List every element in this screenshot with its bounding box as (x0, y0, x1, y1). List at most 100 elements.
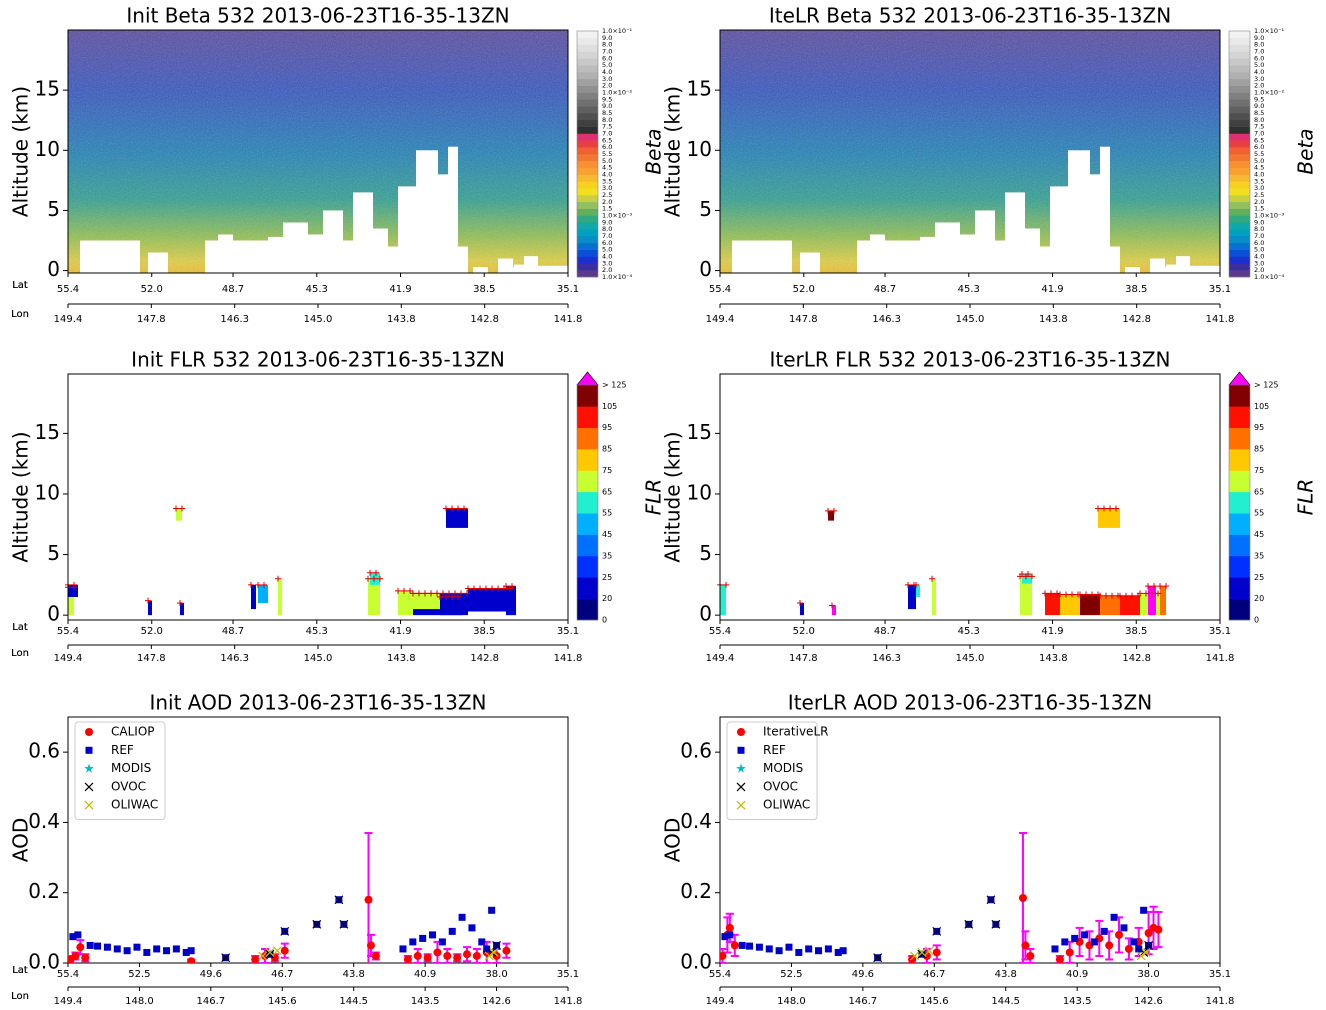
x-tick-label: 35.1 (1209, 626, 1231, 637)
y-axis-label: Altitude (km) (661, 86, 685, 217)
cloud-top-marker (377, 575, 383, 582)
no-data-region (1150, 258, 1165, 273)
colorbar-segment (577, 65, 598, 73)
cloud-top-marker (1151, 583, 1157, 590)
lon-tick-label: 146.7 (849, 996, 878, 1007)
colorbar-tick-label: 85 (602, 445, 612, 454)
flr-patch (68, 584, 78, 597)
point (483, 945, 491, 953)
flr-patch (1080, 594, 1100, 616)
no-data-region (448, 146, 458, 273)
lon-tick-label: 143.8 (1039, 653, 1068, 664)
point (1100, 927, 1108, 935)
colorbar-segment (577, 119, 598, 127)
colorbar-tick-label: 8.5 (1254, 109, 1264, 117)
no-data-region (233, 240, 268, 273)
point (815, 947, 823, 955)
x-tick-label: 45.3 (306, 626, 328, 637)
colorbar-segment (1229, 555, 1250, 578)
point (746, 942, 754, 950)
cloud-top-marker (1042, 590, 1048, 597)
no-data-region (283, 222, 308, 273)
colorbar-label: FLR (1294, 479, 1318, 516)
flr-patch (1060, 594, 1080, 616)
point (1136, 951, 1146, 961)
no-data-region (995, 240, 1007, 273)
lon-tick-label: 143.8 (387, 653, 416, 664)
colorbar-segment (577, 385, 598, 407)
colorbar-tick-label: 2.0 (602, 266, 612, 274)
colorbar-segment (1229, 427, 1250, 450)
cloud-top-marker (461, 505, 467, 512)
colorbar-segment (577, 37, 598, 45)
panel: Init Beta 532 2013-06-23T16-35-13ZN Altit… (9, 4, 666, 326)
point (910, 951, 920, 961)
x-tick-label: 55.4 (709, 626, 731, 637)
colorbar-tick-label: 8.0 (1254, 41, 1264, 49)
no-data-region (857, 240, 870, 273)
no-data-region (598, 144, 636, 273)
cloud-top-marker (1149, 590, 1155, 597)
colorbar-tick-label: 65 (602, 487, 612, 496)
no-data-region (1025, 228, 1040, 273)
point (438, 938, 446, 946)
x-tick-label: 41.9 (1041, 626, 1063, 637)
axes-frame (67, 373, 569, 621)
x-tick-label: 52.0 (141, 626, 163, 637)
x-tick-label: 40.9 (414, 969, 436, 980)
colorbar-segment (577, 174, 598, 182)
cloud-top-marker (1029, 573, 1035, 580)
lon-axis-label: Lon (11, 309, 29, 320)
point (187, 957, 196, 963)
legend-label: OLIWAC (111, 798, 158, 812)
colorbar-segment (1229, 491, 1250, 514)
no-data-region (514, 264, 524, 273)
point (839, 947, 847, 955)
lon-axis-label: Lon (11, 991, 29, 1002)
chart-title: Init Beta 532 2013-06-23T16-35-13ZN (126, 4, 509, 28)
point (468, 924, 476, 932)
colorbar-tick-label: 105 (1254, 402, 1269, 411)
y-tick-label: 0 (699, 257, 712, 281)
x-axis-label: Lat (12, 622, 28, 633)
y-tick-label: 0.4 (680, 809, 712, 833)
lon-tick-label: 149.4 (706, 653, 735, 664)
colorbar-tick-label: 7.5 (1254, 123, 1264, 131)
colorbar-segment (1229, 85, 1250, 93)
lon-axis-label: Lon (11, 991, 29, 1002)
y-tick-label: 0.0 (680, 950, 712, 974)
colorbar-segment (577, 140, 598, 148)
cloud-top-marker (1057, 591, 1063, 598)
colorbar-extension (1228, 371, 1251, 386)
point (163, 947, 171, 955)
colorbar-tick-label: 5.0 (602, 246, 612, 254)
point (334, 895, 344, 905)
colorbar-tick-label: 20 (1254, 594, 1264, 603)
flr-patch (800, 603, 804, 616)
colorbar-segment (577, 598, 598, 621)
point (775, 947, 783, 955)
colorbar-tick-label: 1.0×10⁻¹ (1254, 27, 1284, 35)
point (492, 951, 501, 960)
lon-tick-label: 142.8 (470, 653, 499, 664)
cloud-top-marker (1101, 505, 1107, 512)
point (489, 948, 499, 957)
colorbar-tick-label: 6.0 (1254, 239, 1264, 247)
colorbar-tick-label: 9.0 (602, 34, 612, 42)
lon-tick-label: 147.8 (789, 653, 818, 664)
point (81, 953, 90, 962)
colorbar-tick-label: 6.0 (602, 54, 612, 62)
cloud-top-marker (371, 575, 377, 582)
no-data-region (1110, 246, 1120, 273)
legend-label: OVOC (763, 779, 798, 793)
cloud-top-marker (825, 507, 831, 514)
flr-patch (720, 584, 726, 616)
no-data-region (438, 174, 448, 273)
legend-box (74, 721, 166, 820)
x-tick-label: 41.9 (389, 626, 411, 637)
lon-tick-label: 145.0 (956, 653, 985, 664)
point (364, 895, 373, 904)
legend-label: OLIWAC (763, 798, 810, 812)
colorbar-tick-label: 2.0 (602, 82, 612, 90)
colorbar-segment (577, 256, 598, 264)
